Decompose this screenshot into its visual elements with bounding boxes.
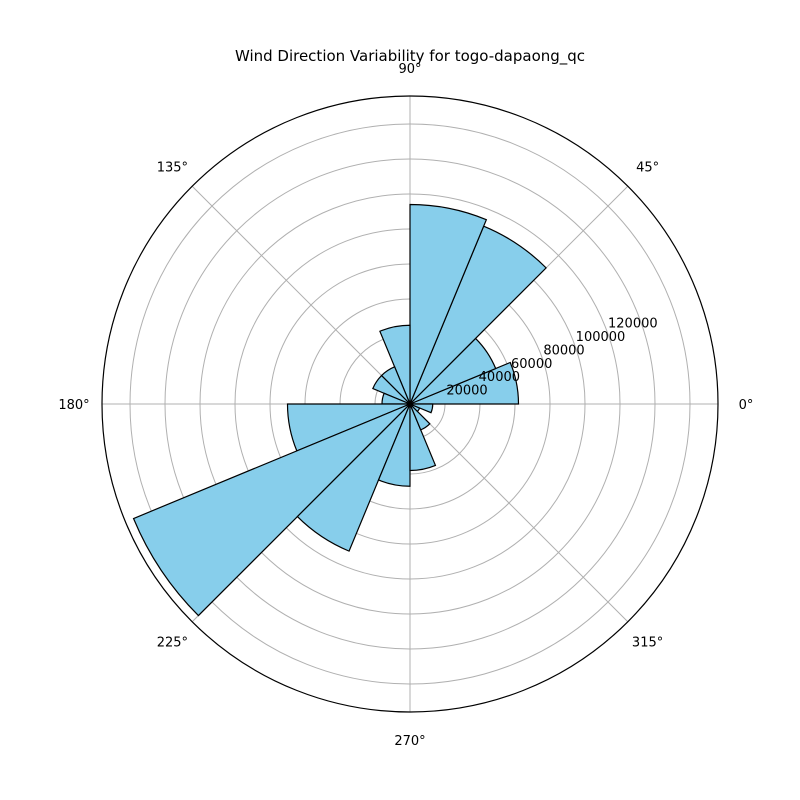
radial-tick-label: 120000 [608, 317, 658, 332]
theta-tick-label: 180° [58, 398, 89, 413]
theta-tick-label: 135° [157, 160, 188, 175]
wind-bars [132, 203, 547, 617]
wind-bar [132, 403, 411, 617]
radial-tick-label: 40000 [479, 370, 520, 385]
radial-tick-label: 20000 [446, 384, 487, 399]
wind-bar [296, 403, 411, 552]
theta-tick-label: 45° [636, 160, 659, 175]
theta-tick-label: 90° [398, 62, 421, 77]
theta-tick-label: 315° [632, 636, 663, 651]
radial-tick-label: 100000 [576, 330, 626, 345]
axis-labels: 0° 45° 90° 135° 180° 225° 270° 315° 200004000060… [58, 62, 753, 749]
wind-bar [372, 374, 411, 405]
radial-tick-label: 80000 [543, 343, 584, 358]
wind-bar [409, 403, 434, 414]
wind-bar [409, 203, 488, 405]
wind-bar [377, 403, 411, 487]
angular-gridline [191, 185, 411, 405]
theta-tick-label: 270° [394, 734, 425, 749]
polar-axis [101, 95, 719, 713]
theta-tick-label: 0° [739, 398, 754, 413]
wind-bar [409, 403, 431, 431]
chart-title: Wind Direction Variability for togo-dapa… [235, 47, 585, 66]
polar-spine [101, 95, 719, 713]
theta-tick-label: 225° [157, 636, 188, 651]
radial-tick-label: 60000 [511, 357, 552, 372]
angular-gridline [409, 403, 629, 623]
wind-bar [409, 361, 520, 405]
